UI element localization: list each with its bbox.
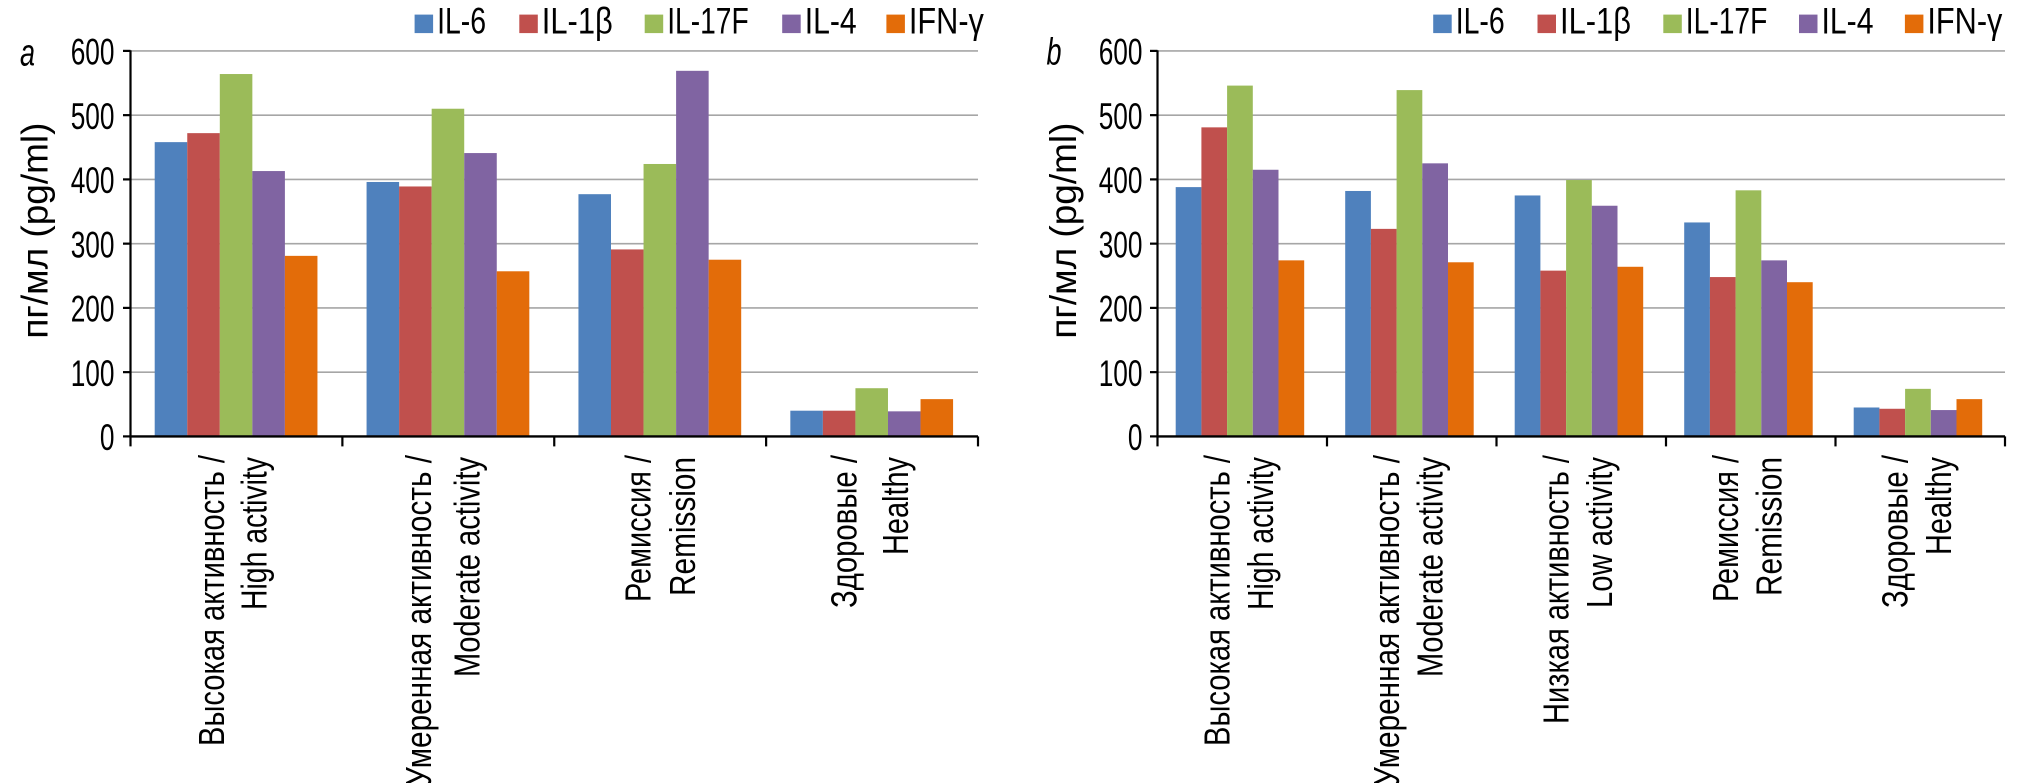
svg-text:500: 500: [71, 96, 115, 137]
svg-text:High activity: High activity: [1240, 457, 1281, 610]
svg-text:100: 100: [1099, 353, 1143, 394]
svg-text:Высокая активность /: Высокая активность /: [1196, 455, 1237, 746]
svg-text:Remission: Remission: [662, 457, 703, 596]
svg-text:200: 200: [71, 289, 115, 330]
svg-text:200: 200: [1099, 289, 1143, 330]
svg-text:пг/мл (pg/ml): пг/мл (pg/ml): [15, 123, 56, 339]
svg-text:Умеренная активность /: Умеренная активность /: [1366, 455, 1407, 783]
svg-text:Healthy: Healthy: [875, 457, 916, 555]
svg-text:Низкая активность /: Низкая активность /: [1536, 455, 1577, 724]
svg-text:300: 300: [1099, 224, 1143, 265]
svg-text:Здоровые /: Здоровые /: [1875, 455, 1916, 608]
svg-text:IL-4: IL-4: [1822, 0, 1874, 41]
svg-text:IL-1β: IL-1β: [542, 0, 613, 41]
svg-text:Moderate activity: Moderate activity: [1410, 457, 1451, 677]
svg-text:400: 400: [1099, 160, 1143, 201]
svg-text:600: 600: [1099, 32, 1143, 73]
svg-text:Remission: Remission: [1749, 457, 1790, 596]
svg-text:IFN-γ: IFN-γ: [909, 0, 984, 41]
svg-text:Ремиссия /: Ремиссия /: [618, 455, 659, 602]
svg-text:Здоровые /: Здоровые /: [823, 455, 864, 608]
svg-text:600: 600: [71, 32, 115, 73]
svg-text:Умеренная активность /: Умеренная активность /: [398, 455, 439, 783]
svg-text:IL-17F: IL-17F: [667, 0, 749, 41]
svg-text:100: 100: [71, 353, 115, 394]
svg-text:Low activity: Low activity: [1579, 457, 1620, 608]
svg-text:IL-6: IL-6: [437, 0, 486, 41]
svg-text:400: 400: [71, 160, 115, 201]
svg-text:IL-6: IL-6: [1456, 0, 1505, 41]
svg-text:a: a: [20, 33, 35, 75]
svg-text:300: 300: [71, 224, 115, 265]
svg-text:b: b: [1047, 32, 1062, 74]
svg-text:High activity: High activity: [233, 457, 274, 610]
svg-text:IL-1β: IL-1β: [1560, 0, 1631, 41]
svg-text:0: 0: [100, 417, 115, 458]
svg-text:IL-17F: IL-17F: [1686, 0, 1768, 41]
svg-text:0: 0: [1128, 417, 1143, 458]
svg-text:пг/мл (pg/ml): пг/мл (pg/ml): [1043, 123, 1084, 339]
svg-text:Ремиссия /: Ремиссия /: [1705, 455, 1746, 602]
svg-text:Moderate activity: Moderate activity: [447, 457, 488, 677]
svg-text:500: 500: [1099, 96, 1143, 137]
svg-text:IFN-γ: IFN-γ: [1927, 0, 2002, 41]
svg-text:Healthy: Healthy: [1918, 457, 1959, 555]
svg-text:IL-4: IL-4: [805, 0, 857, 41]
svg-text:Высокая активность /: Высокая активность /: [191, 455, 232, 746]
